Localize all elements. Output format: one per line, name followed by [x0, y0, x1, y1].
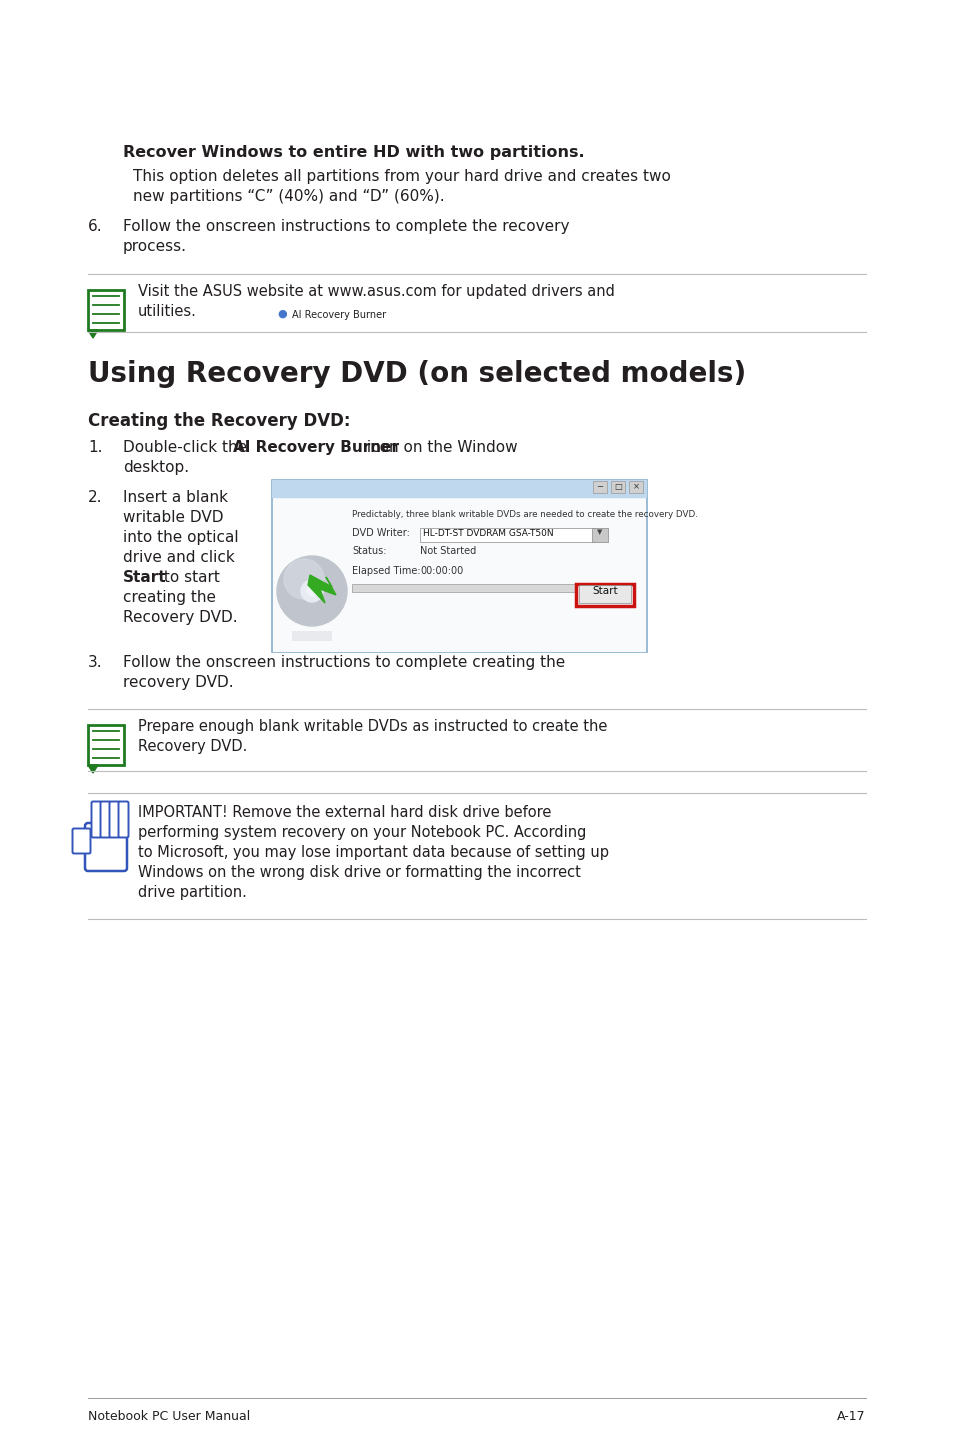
- Text: AI Recovery Burner: AI Recovery Burner: [233, 440, 398, 454]
- Text: Follow the onscreen instructions to complete the recovery: Follow the onscreen instructions to comp…: [123, 219, 569, 234]
- Text: Notebook PC User Manual: Notebook PC User Manual: [88, 1411, 250, 1424]
- Text: Prepare enough blank writable DVDs as instructed to create the: Prepare enough blank writable DVDs as in…: [138, 719, 607, 733]
- Text: Double-click the: Double-click the: [123, 440, 252, 454]
- Text: Windows on the wrong disk drive or formatting the incorrect: Windows on the wrong disk drive or forma…: [138, 866, 580, 880]
- Text: Insert a blank: Insert a blank: [123, 490, 228, 505]
- FancyBboxPatch shape: [100, 801, 111, 837]
- Text: Recover Windows to entire HD with two partitions.: Recover Windows to entire HD with two pa…: [123, 145, 584, 160]
- Text: Visit the ASUS website at www.asus.com for updated drivers and: Visit the ASUS website at www.asus.com f…: [138, 283, 615, 299]
- Circle shape: [307, 587, 316, 595]
- Text: drive partition.: drive partition.: [138, 884, 247, 900]
- Polygon shape: [88, 765, 98, 774]
- Text: utilities.: utilities.: [138, 303, 196, 319]
- Text: icon on the Window: icon on the Window: [362, 440, 517, 454]
- FancyBboxPatch shape: [610, 480, 624, 493]
- FancyBboxPatch shape: [91, 801, 101, 837]
- Text: Creating the Recovery DVD:: Creating the Recovery DVD:: [88, 413, 350, 430]
- Text: ×: ×: [632, 482, 639, 490]
- FancyBboxPatch shape: [88, 725, 124, 765]
- FancyBboxPatch shape: [118, 801, 129, 837]
- Text: 00:00:00: 00:00:00: [419, 567, 463, 577]
- Text: to Microsoft, you may lose important data because of setting up: to Microsoft, you may lose important dat…: [138, 846, 608, 860]
- Text: Not Started: Not Started: [419, 546, 476, 557]
- FancyBboxPatch shape: [85, 823, 127, 871]
- Text: ●: ●: [276, 309, 287, 319]
- Text: Start: Start: [123, 569, 167, 585]
- Text: 6.: 6.: [88, 219, 103, 234]
- Text: IMPORTANT! Remove the external hard disk drive before: IMPORTANT! Remove the external hard disk…: [138, 805, 551, 820]
- Text: □: □: [614, 482, 621, 490]
- FancyBboxPatch shape: [110, 801, 119, 837]
- FancyBboxPatch shape: [578, 585, 630, 603]
- Text: AI Recovery Burner: AI Recovery Burner: [292, 311, 386, 321]
- Text: creating the: creating the: [123, 590, 215, 605]
- Text: Elapsed Time:: Elapsed Time:: [352, 567, 420, 577]
- Circle shape: [301, 580, 323, 603]
- Text: recovery DVD.: recovery DVD.: [123, 674, 233, 690]
- Polygon shape: [88, 329, 98, 338]
- Text: A-17: A-17: [837, 1411, 865, 1424]
- Text: 2.: 2.: [88, 490, 102, 505]
- Text: writable DVD: writable DVD: [123, 510, 223, 525]
- Text: desktop.: desktop.: [123, 460, 189, 475]
- Circle shape: [276, 557, 347, 626]
- Circle shape: [284, 559, 324, 600]
- Text: Predictably, three blank writable DVDs are needed to create the recovery DVD.: Predictably, three blank writable DVDs a…: [352, 510, 698, 519]
- FancyBboxPatch shape: [352, 584, 577, 592]
- Text: HL-DT-ST DVDRAM GSA-T50N: HL-DT-ST DVDRAM GSA-T50N: [422, 529, 553, 538]
- Text: to start: to start: [159, 569, 219, 585]
- Polygon shape: [308, 575, 335, 603]
- Text: Follow the onscreen instructions to complete creating the: Follow the onscreen instructions to comp…: [123, 654, 565, 670]
- FancyBboxPatch shape: [273, 499, 645, 651]
- FancyBboxPatch shape: [592, 528, 607, 542]
- Text: Using Recovery DVD (on selected models): Using Recovery DVD (on selected models): [88, 360, 745, 388]
- FancyBboxPatch shape: [72, 828, 91, 854]
- FancyBboxPatch shape: [272, 480, 646, 498]
- FancyBboxPatch shape: [292, 631, 332, 641]
- FancyBboxPatch shape: [593, 480, 606, 493]
- FancyBboxPatch shape: [272, 480, 646, 651]
- FancyBboxPatch shape: [419, 528, 595, 542]
- Text: Status:: Status:: [352, 546, 386, 557]
- FancyBboxPatch shape: [628, 480, 642, 493]
- Text: new partitions “C” (40%) and “D” (60%).: new partitions “C” (40%) and “D” (60%).: [132, 188, 444, 204]
- Text: performing system recovery on your Notebook PC. According: performing system recovery on your Noteb…: [138, 825, 586, 840]
- Text: DVD Writer:: DVD Writer:: [352, 528, 410, 538]
- Text: 3.: 3.: [88, 654, 103, 670]
- Text: Recovery DVD.: Recovery DVD.: [123, 610, 237, 626]
- Text: drive and click: drive and click: [123, 549, 234, 565]
- Text: 1.: 1.: [88, 440, 102, 454]
- Text: process.: process.: [123, 239, 187, 255]
- Text: into the optical: into the optical: [123, 531, 238, 545]
- Text: Recovery DVD.: Recovery DVD.: [138, 739, 247, 754]
- Text: Start: Start: [592, 587, 618, 595]
- Text: ▼: ▼: [597, 529, 602, 535]
- FancyBboxPatch shape: [88, 290, 124, 329]
- Text: This option deletes all partitions from your hard drive and creates two: This option deletes all partitions from …: [132, 170, 670, 184]
- Text: −: −: [596, 482, 603, 490]
